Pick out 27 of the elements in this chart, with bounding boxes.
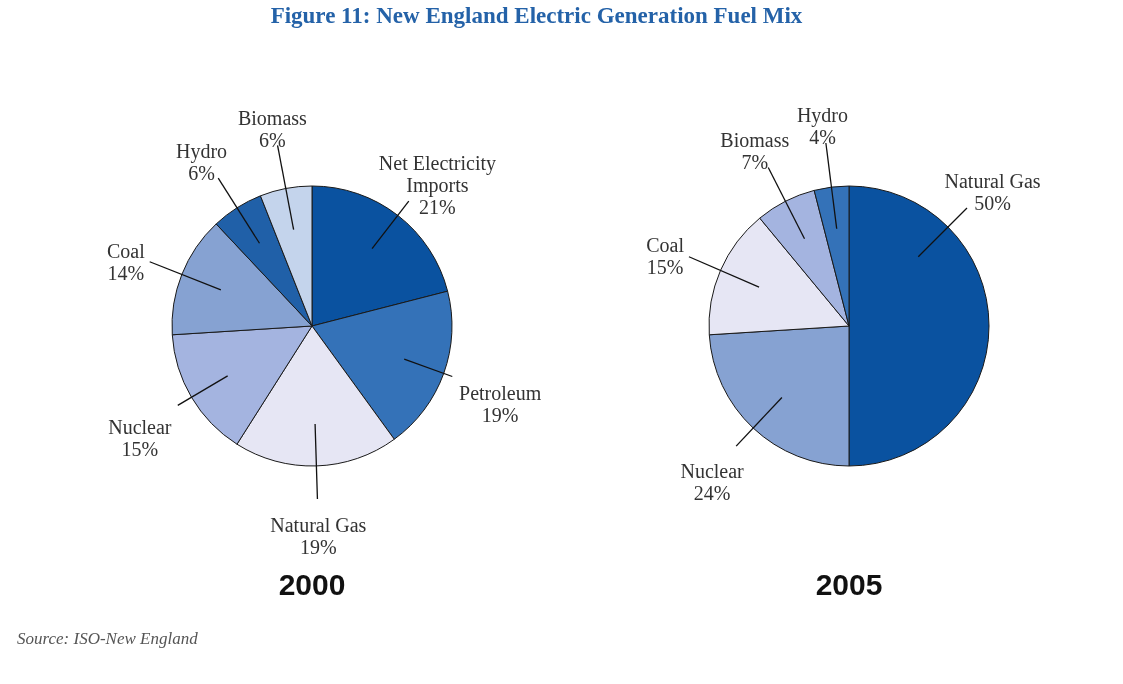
data-label: 7% xyxy=(741,151,769,174)
slice-label: Nuclear xyxy=(108,415,172,438)
data-label: 15% xyxy=(646,256,684,279)
data-label: 21% xyxy=(419,196,456,219)
slice-label: Natural Gas xyxy=(944,170,1041,193)
slice-label: Natural Gas xyxy=(270,513,367,536)
source-note: Source: ISO-New England xyxy=(17,629,199,648)
slice-label: Net Electricity Imports xyxy=(378,152,497,198)
text: 2005 xyxy=(815,568,883,601)
data-label: 4% xyxy=(809,126,836,149)
data-label: 14% xyxy=(107,262,145,285)
data-label: 6% xyxy=(259,128,286,151)
slice-label: Hydro xyxy=(796,104,849,128)
slice-label: Nuclear xyxy=(680,459,745,482)
slice-label: Biomass xyxy=(720,129,790,152)
data-label: 50% xyxy=(974,192,1011,215)
data-label: 19% xyxy=(481,403,519,426)
slice-label: Coal xyxy=(106,240,146,263)
slice-label: Biomass xyxy=(237,106,308,129)
chart-title: Figure 11: New England Electric Generation Fuel Mix xyxy=(270,3,803,28)
data-label: 19% xyxy=(299,535,337,558)
slice-label: Coal xyxy=(646,234,685,257)
text: 2000 xyxy=(278,568,346,601)
data-label: 15% xyxy=(121,437,159,460)
slice-label: Hydro xyxy=(176,139,228,163)
slice-label: Petroleum xyxy=(459,381,542,404)
data-label: 24% xyxy=(693,481,731,504)
